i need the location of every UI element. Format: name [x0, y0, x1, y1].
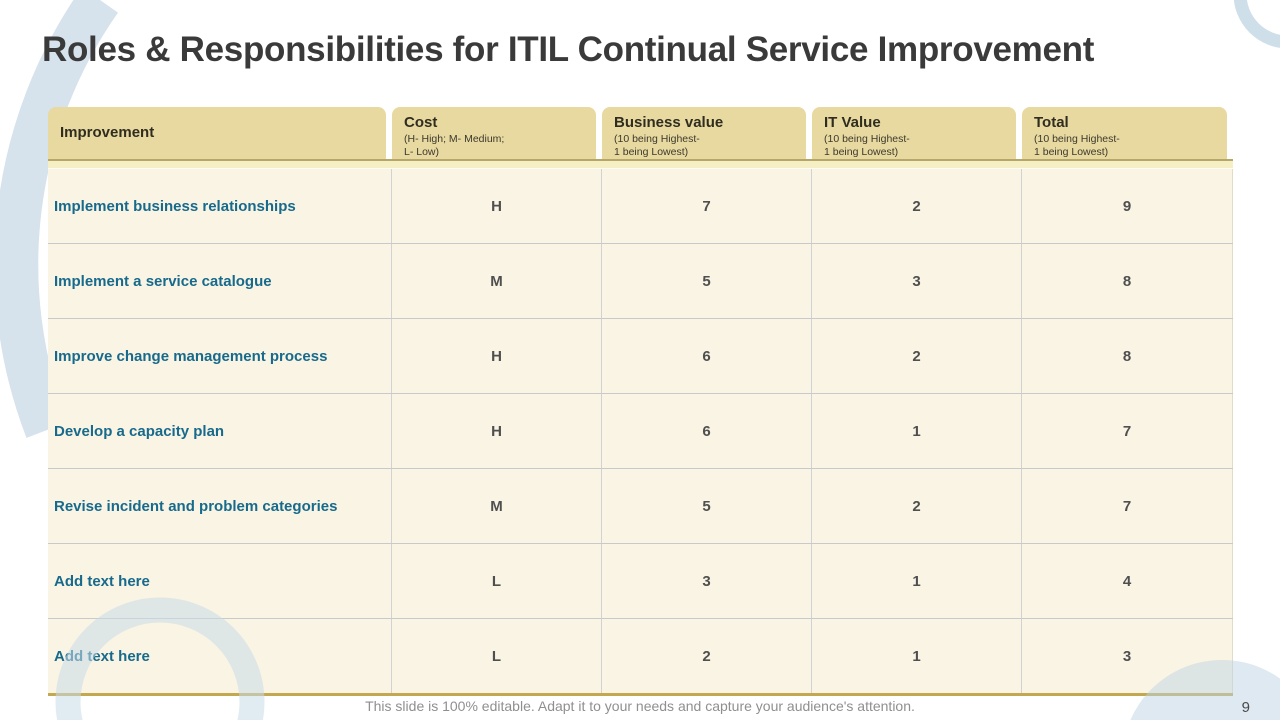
cell-improvement: Add text here [48, 619, 392, 693]
column-sublabel: (10 being Highest- [824, 132, 910, 145]
cell-business-value: 5 [602, 469, 812, 543]
cell-total: 8 [1022, 244, 1233, 318]
header-divider [48, 159, 1233, 161]
cell-cost: H [392, 319, 602, 393]
table-header-row: Improvement Cost (H- High; M- Medium; L-… [48, 107, 1233, 159]
cell-it-value: 2 [812, 169, 1022, 243]
cell-cost: M [392, 244, 602, 318]
cell-total: 9 [1022, 169, 1233, 243]
column-header-it-value: IT Value (10 being Highest- 1 being Lowe… [812, 107, 1016, 159]
footer-note: This slide is 100% editable. Adapt it to… [365, 698, 915, 714]
cell-improvement: Implement a service catalogue [48, 244, 392, 318]
column-header-business-value: Business value (10 being Highest- 1 bein… [602, 107, 806, 159]
improvement-table: Improvement Cost (H- High; M- Medium; L-… [48, 107, 1233, 696]
cell-cost: L [392, 544, 602, 618]
cell-total: 8 [1022, 319, 1233, 393]
bottom-accent-bar [48, 693, 1233, 696]
header-strip [48, 161, 1233, 169]
column-header-total: Total (10 being Highest- 1 being Lowest) [1022, 107, 1227, 159]
cell-improvement: Revise incident and problem categories [48, 469, 392, 543]
column-label: Total [1034, 114, 1069, 131]
table-row: Develop a capacity plan H 6 1 7 [48, 394, 1233, 469]
cell-total: 4 [1022, 544, 1233, 618]
table-row: Revise incident and problem categories M… [48, 469, 1233, 544]
column-sublabel: L- Low) [404, 146, 440, 159]
table-body: Implement business relationships H 7 2 9… [48, 169, 1233, 693]
cell-business-value: 5 [602, 244, 812, 318]
column-label: Business value [614, 114, 724, 131]
cell-it-value: 2 [812, 319, 1022, 393]
decorative-arc-top-right-icon [1233, 0, 1280, 48]
page-number: 9 [1241, 699, 1250, 716]
cell-cost: H [392, 169, 602, 243]
column-sublabel: (10 being Highest- [1034, 132, 1120, 145]
cell-improvement: Improve change management process [48, 319, 392, 393]
cell-total: 7 [1022, 394, 1233, 468]
column-sublabel: 1 being Lowest) [1034, 146, 1109, 159]
cell-total: 3 [1022, 619, 1233, 693]
column-sublabel: (H- High; M- Medium; [404, 132, 505, 145]
cell-cost: H [392, 394, 602, 468]
table-row: Add text here L 2 1 3 [48, 619, 1233, 693]
column-sublabel: 1 being Lowest) [824, 146, 899, 159]
cell-improvement: Implement business relationships [48, 169, 392, 243]
cell-cost: M [392, 469, 602, 543]
cell-business-value: 2 [602, 619, 812, 693]
table-row: Implement a service catalogue M 5 3 8 [48, 244, 1233, 319]
cell-business-value: 3 [602, 544, 812, 618]
column-sublabel: (10 being Highest- [614, 132, 700, 145]
cell-improvement: Add text here [48, 544, 392, 618]
cell-it-value: 3 [812, 244, 1022, 318]
cell-business-value: 6 [602, 319, 812, 393]
column-sublabel: 1 being Lowest) [614, 146, 689, 159]
column-label: Improvement [60, 123, 155, 141]
cell-improvement: Develop a capacity plan [48, 394, 392, 468]
cell-it-value: 1 [812, 544, 1022, 618]
table-row: Implement business relationships H 7 2 9 [48, 169, 1233, 244]
page-title: Roles & Responsibilities for ITIL Contin… [42, 30, 1095, 69]
table-row: Add text here L 3 1 4 [48, 544, 1233, 619]
column-header-cost: Cost (H- High; M- Medium; L- Low) [392, 107, 596, 159]
cell-cost: L [392, 619, 602, 693]
cell-it-value: 1 [812, 619, 1022, 693]
cell-business-value: 6 [602, 394, 812, 468]
table-row: Improve change management process H 6 2 … [48, 319, 1233, 394]
cell-it-value: 1 [812, 394, 1022, 468]
cell-total: 7 [1022, 469, 1233, 543]
cell-it-value: 2 [812, 469, 1022, 543]
column-label: IT Value [824, 114, 881, 131]
cell-business-value: 7 [602, 169, 812, 243]
column-label: Cost [404, 114, 438, 131]
column-header-improvement: Improvement [48, 107, 386, 159]
